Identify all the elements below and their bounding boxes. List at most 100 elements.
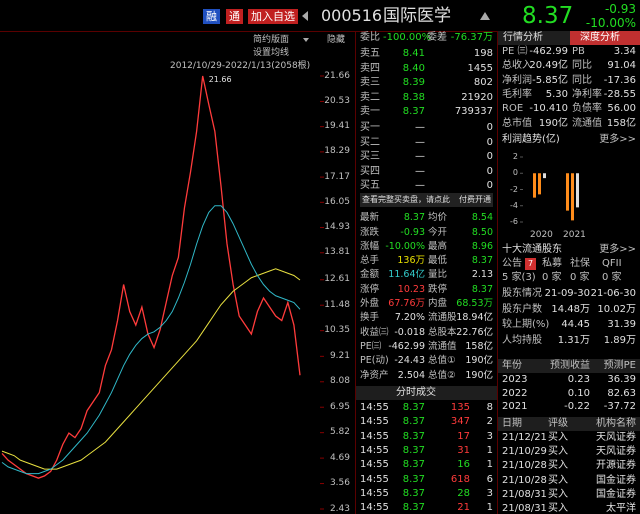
prev-arrow[interactable]	[302, 11, 308, 21]
label: 买三	[360, 151, 380, 162]
y-tick-label: 5.82	[329, 427, 350, 438]
label: 总市值	[502, 117, 532, 129]
label: 人均持股	[502, 334, 542, 346]
label: 36.39	[607, 374, 636, 385]
label: 0 家	[602, 272, 622, 283]
next-arrow[interactable]	[480, 12, 490, 20]
forecast-header-bar	[498, 359, 640, 373]
y-tick-label: 13.81	[324, 247, 350, 258]
toolbar-item[interactable]: 设置均线	[253, 47, 290, 58]
label: -17.36	[603, 74, 636, 86]
notice-bar[interactable]	[360, 193, 493, 207]
label: 3	[486, 430, 493, 442]
tab[interactable]: 公告	[502, 258, 522, 269]
label: -0.018	[394, 326, 425, 338]
label: 22.76亿	[456, 326, 493, 338]
toolbar-item[interactable]: 简约版面	[253, 34, 290, 45]
label: 净利率	[572, 88, 602, 100]
notice-link[interactable]: 付费开通	[459, 195, 491, 204]
price: 8.37	[522, 2, 574, 29]
ratings-header-bar	[498, 417, 640, 431]
active-tab[interactable]	[570, 31, 640, 45]
more-link[interactable]: 更多>>	[599, 244, 636, 255]
label: 136万	[397, 255, 425, 267]
label: 0	[486, 180, 493, 191]
label: -10.00%	[385, 240, 425, 252]
label: 内盘	[428, 298, 448, 310]
label: 8.37	[402, 106, 425, 117]
tab[interactable]: 私募	[542, 258, 562, 269]
label: 31	[457, 444, 470, 456]
label: —	[415, 165, 425, 177]
section-title: 十大流通股东	[502, 244, 562, 255]
peak-label: 21.66	[208, 75, 232, 84]
label: 14:55	[360, 502, 389, 514]
label: 3	[486, 487, 493, 499]
y-tick-label: 2	[512, 152, 518, 161]
label: 总股本	[428, 326, 457, 338]
label: 8.54	[471, 212, 493, 224]
label: 总值②	[428, 369, 456, 381]
label: 卖四	[360, 62, 380, 74]
toolbar-item[interactable]: 隐藏	[327, 34, 346, 45]
label: 国金证券	[596, 474, 636, 486]
label: 1	[486, 502, 493, 514]
dropdown-icon[interactable]	[303, 38, 309, 42]
label: 190亿	[465, 369, 493, 381]
label: 太平洋	[606, 503, 636, 514]
label: 5.30	[545, 88, 568, 100]
label: 618	[450, 473, 470, 485]
label: 190亿	[465, 355, 493, 367]
y-tick-label: -2	[510, 184, 518, 194]
label: 委差	[427, 32, 447, 43]
label: 卖一	[360, 106, 380, 117]
label: 1.89万	[603, 334, 636, 346]
label: 最新	[360, 212, 380, 224]
x-tick-label: 2020	[530, 229, 553, 240]
y-tick-label: 20.53	[324, 95, 350, 106]
y-tick-label: 11.48	[324, 299, 350, 310]
label: 最高	[428, 240, 448, 252]
y-tick-label: 9.21	[329, 350, 350, 361]
label: 跌停	[428, 283, 448, 295]
label: 总值①	[428, 355, 456, 367]
label: 买入	[548, 488, 568, 500]
button[interactable]: 通	[226, 8, 243, 24]
button[interactable]: 融	[203, 8, 220, 24]
price-line	[1, 75, 301, 479]
tab[interactable]: 行情分析	[503, 32, 543, 43]
label: 14.48万	[551, 303, 590, 315]
label: 21/10/28	[502, 460, 547, 472]
label: 198	[473, 48, 493, 59]
label: 21-06-30	[590, 288, 636, 299]
label: 18.94亿	[456, 312, 493, 324]
y-tick-label: 4.69	[329, 452, 350, 463]
button[interactable]: 加入自选	[248, 8, 298, 24]
more-link[interactable]: 更多>>	[599, 134, 636, 145]
divider	[355, 32, 356, 514]
label: 买入	[548, 460, 568, 472]
y-tick-label: 18.29	[324, 146, 350, 157]
bar	[571, 173, 574, 221]
y-tick-label: -6	[510, 217, 518, 226]
label: 较上期(%)	[502, 319, 550, 330]
label: 金额	[360, 269, 380, 281]
label: -462.99	[388, 340, 425, 352]
stock-code: 000516	[321, 6, 383, 25]
label: 158亿	[465, 340, 493, 352]
label: 44.45	[561, 319, 590, 330]
label: 2021	[502, 401, 528, 412]
label: 14:55	[360, 416, 389, 428]
label: 2.504	[397, 369, 425, 381]
tab[interactable]: QFII	[602, 258, 622, 269]
tab[interactable]: 社保	[570, 258, 590, 269]
label: 收益㈢	[360, 326, 389, 338]
label: 总手	[360, 255, 380, 267]
tab[interactable]: 深度分析	[580, 32, 620, 43]
notice[interactable]: 查看完整买卖盘，请点此	[362, 195, 450, 204]
label: 买入	[548, 503, 568, 514]
divider	[0, 31, 640, 32]
label: 14:55	[360, 473, 389, 485]
